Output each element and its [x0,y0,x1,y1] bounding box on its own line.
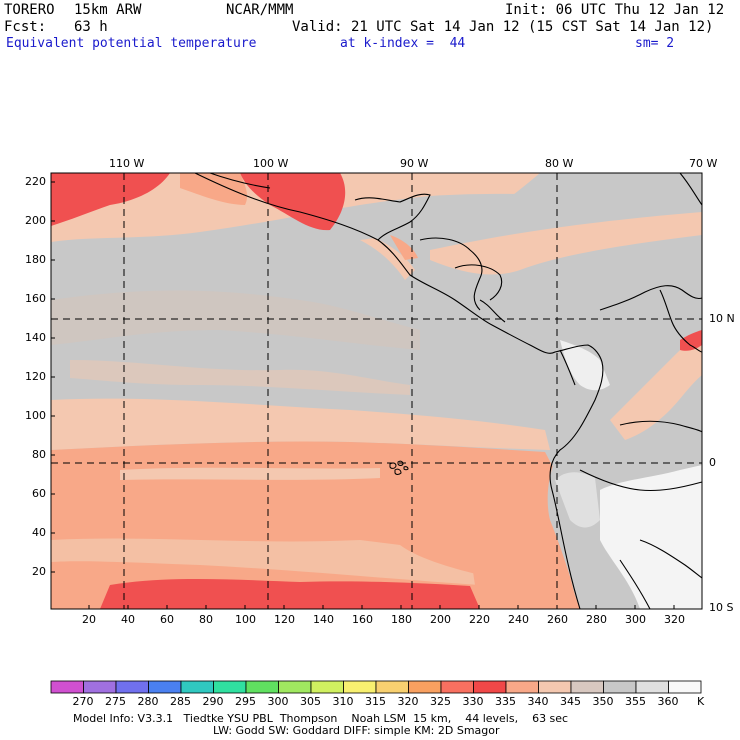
plot-frame [50,172,703,610]
model-info-line2: LW: Godd SW: Goddard DIFF: simple KM: 2D… [213,724,500,737]
init-time: Init: 06 UTC Thu 12 Jan 12 [505,2,725,18]
model-info-line1: Model Info: V3.3.1 Tiedtke YSU PBL Thomp… [73,712,569,725]
colorbar-swatch [245,680,279,694]
y-tick-label: 120 [25,370,46,383]
colorbar-label: 340 [527,695,549,708]
valid-time: Valid: 21 UTC Sat 14 Jan 12 (15 CST Sat … [292,19,714,35]
colorbar-swatch [83,680,117,694]
smoothing-info: sm= 2 [635,36,675,51]
y-tick-label: 60 [32,487,46,500]
y-tick-label: 40 [32,526,46,539]
x-tick-label: 240 [508,613,529,626]
x-ticks [88,605,675,609]
model-name: TORERO [4,2,55,18]
lat-label-10n: 10 N [709,312,735,325]
colorbar-swatch [343,680,377,694]
x-tick-label: 40 [121,613,135,626]
lon-label-110w: 110 W [109,157,145,170]
y-tick-label: 160 [25,292,46,305]
colorbar-swatch [505,680,539,694]
colorbar-swatch [148,680,182,694]
colorbar-label: 350 [592,695,614,708]
x-tick-label: 160 [352,613,373,626]
x-tick-label: 100 [235,613,256,626]
colorbar-swatch [180,680,214,694]
colorbar-label: 335 [495,695,516,708]
model-center: NCAR/MMM [226,2,294,18]
graticule [51,173,702,609]
field-shading [51,173,702,609]
y-tick-label: 80 [32,448,46,461]
lat-label-10s: 10 S [709,601,734,614]
colorbar-label: 280 [137,695,159,708]
y-tick-label: 100 [25,409,46,422]
lat-label-0: 0 [709,456,716,469]
colorbar-swatch [50,680,84,694]
x-tick-label: 60 [160,613,174,626]
forecast-hour: 63 h [74,19,108,35]
y-tick-label: 180 [25,253,46,266]
y-tick-label: 220 [25,175,46,188]
colorbar-swatch [278,680,312,694]
x-tick-label: 180 [391,613,412,626]
colorbar-swatch [635,680,669,694]
colorbar-swatch [213,680,247,694]
colorbar-swatch [115,680,149,694]
colorbar-label: 330 [462,695,484,708]
field-name: Equivalent potential temperature [6,36,257,51]
colorbar-label: 320 [397,695,419,708]
x-tick-label: 20 [82,613,96,626]
colorbar-label: 270 [72,695,94,708]
colorbar-swatch [668,680,702,694]
colorbar-label: 275 [105,695,126,708]
x-tick-label: 320 [664,613,685,626]
colorbar-swatch [570,680,604,694]
colorbar-swatch [440,680,474,694]
x-tick-label: 280 [586,613,607,626]
colorbar-swatch [310,680,344,694]
lon-label-70w: 70 W [689,157,718,170]
y-ticks [51,181,55,573]
y-tick-label: 20 [32,565,46,578]
colorbar-swatch [603,680,637,694]
x-tick-label: 80 [199,613,213,626]
x-tick-label: 260 [547,613,568,626]
x-tick-label: 140 [313,613,334,626]
coastlines [194,172,703,610]
y-tick-label: 200 [25,214,46,227]
colorbar-swatch [473,680,507,694]
colorbar-label: 315 [365,695,386,708]
colorbar-label: 290 [202,695,224,708]
colorbar-label: 295 [235,695,256,708]
colorbar-label: 325 [430,695,451,708]
x-tick-label: 200 [430,613,451,626]
x-tick-label: 220 [469,613,490,626]
x-tick-label: 120 [274,613,295,626]
colorbar-label: 285 [170,695,191,708]
colorbar-swatch [538,680,572,694]
forecast-label: Fcst: [4,19,47,35]
colorbar-swatch [408,680,442,694]
y-tick-label: 140 [25,331,46,344]
colorbar-label: 355 [625,695,646,708]
colorbar-swatch [375,680,409,694]
colorbar-unit: K [697,695,705,708]
lon-label-100w: 100 W [253,157,289,170]
galapagos-islands [389,460,409,475]
x-tick-label: 300 [625,613,646,626]
lon-label-90w: 90 W [400,157,429,170]
model-resolution: 15km ARW [74,2,142,18]
colorbar-label: 305 [300,695,321,708]
colorbar-label: 345 [560,695,581,708]
colorbar [50,680,702,694]
lon-label-80w: 80 W [545,157,574,170]
colorbar-label: 300 [267,695,289,708]
colorbar-label: 360 [657,695,679,708]
colorbar-label: 310 [332,695,354,708]
level-info: at k-index = 44 [340,36,466,51]
